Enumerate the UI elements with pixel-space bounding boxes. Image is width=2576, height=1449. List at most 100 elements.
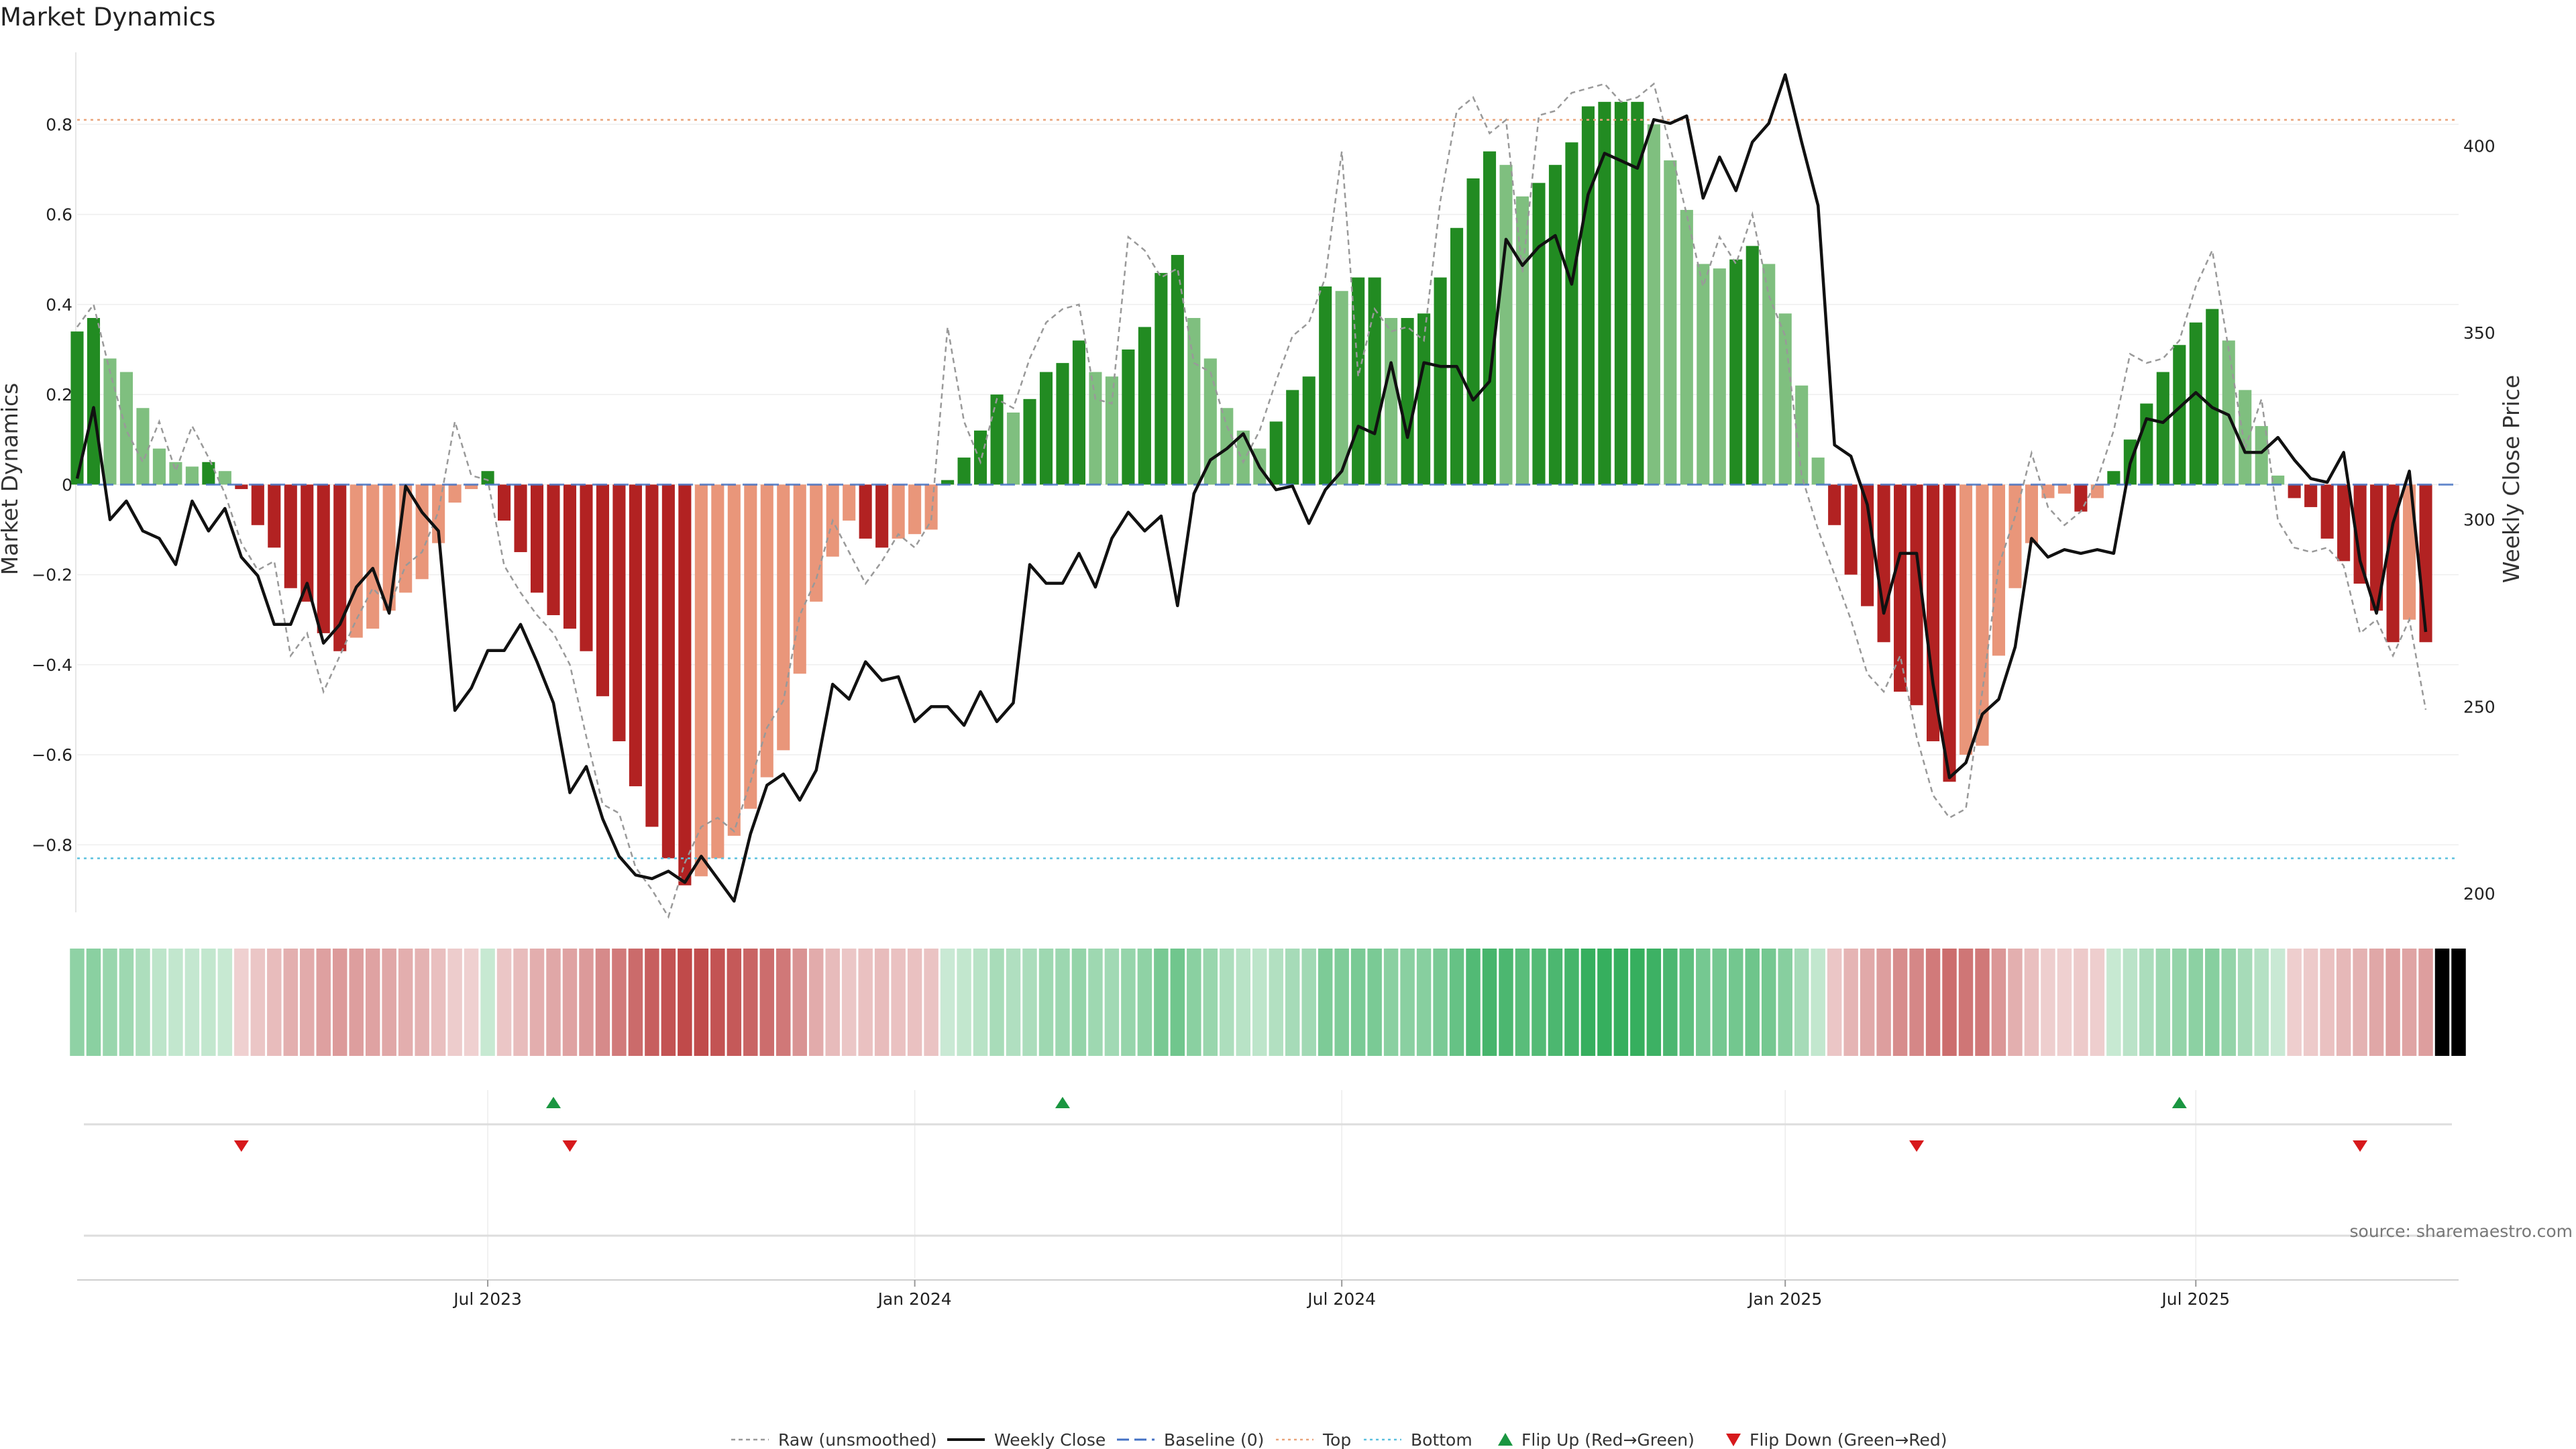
heat-cell <box>1925 949 1941 1056</box>
heat-cell <box>431 949 446 1056</box>
heat-cell <box>1006 949 1021 1056</box>
dynamics-bar <box>1598 101 1611 485</box>
heat-cell <box>103 949 117 1056</box>
heat-strip <box>70 949 2466 1056</box>
heat-cell <box>1400 949 1415 1056</box>
dynamics-bar <box>2353 484 2367 584</box>
dynamics-bar <box>1795 385 1809 485</box>
y-tick-label: −0.2 <box>32 566 72 585</box>
dynamics-bar <box>1680 209 1693 485</box>
heat-cell <box>710 949 725 1056</box>
dynamics-bar <box>1565 142 1578 485</box>
dynamics-bar <box>1877 484 1890 643</box>
heat-cell <box>2369 949 2384 1056</box>
heat-cell <box>924 949 938 1056</box>
legend-baseline-label: Baseline (0) <box>1164 1430 1264 1449</box>
heat-cell <box>119 949 134 1056</box>
y2-tick-label: 250 <box>2463 697 2496 716</box>
dynamics-bar <box>2074 484 2088 512</box>
legend-bottom-label: Bottom <box>1411 1430 1472 1449</box>
dynamics-bar <box>1401 318 1414 485</box>
flip-down-marker <box>562 1140 578 1152</box>
heat-cell <box>1170 949 1185 1056</box>
dynamics-bar <box>563 484 577 629</box>
heat-cell <box>1778 949 1792 1056</box>
heat-cell <box>1696 949 1711 1056</box>
dynamics-bar <box>661 484 675 859</box>
heat-cell <box>874 949 890 1056</box>
heat-cell <box>267 949 282 1056</box>
y-tick-label: 0 <box>62 475 72 494</box>
dynamics-bar <box>284 484 297 588</box>
dynamics-bar <box>136 408 150 485</box>
heat-cell <box>184 949 200 1056</box>
dynamics-bar <box>1450 227 1464 485</box>
dynamics-bar <box>645 484 659 827</box>
dynamics-bar <box>793 484 806 674</box>
dynamics-bar <box>465 484 478 490</box>
legend-baseline: Baseline (0) <box>1117 1430 1264 1449</box>
y2-axis-label: Weekly Close Price <box>2498 375 2524 584</box>
heat-cell <box>415 949 429 1056</box>
dynamics-bar <box>1976 484 1989 746</box>
dynamics-bar <box>366 484 380 629</box>
legend-flip-up: Flip Up (Red→Green) <box>1498 1430 1695 1449</box>
heat-cell <box>694 949 709 1056</box>
heat-cell <box>2074 949 2088 1056</box>
legend-flip-up-label: Flip Up (Red→Green) <box>1521 1430 1695 1449</box>
grid <box>75 52 2459 1278</box>
x-axis: Jul 2023 Jan 2024 Jul 2024 Jan 2025 Jul 2025 <box>77 1279 2459 1309</box>
heat-cell <box>513 949 528 1056</box>
dynamics-bar <box>2090 484 2104 498</box>
dynamics-bar <box>1614 101 1627 485</box>
dynamics-bar <box>1039 372 1053 485</box>
heat-cell <box>612 949 627 1056</box>
dynamics-bar <box>1236 430 1250 485</box>
heat-cell <box>2172 949 2187 1056</box>
heat-cell <box>1334 949 1349 1056</box>
dynamics-bar <box>268 484 281 548</box>
heat-cell <box>349 949 364 1056</box>
dynamics-bar <box>218 471 231 485</box>
dynamics-bar <box>1729 259 1743 485</box>
dynamics-bar <box>1844 484 1858 575</box>
flip-up-marker <box>1055 1097 1070 1108</box>
dynamics-bar <box>990 394 1004 485</box>
dynamics-bar <box>694 484 708 877</box>
reference-lines <box>77 119 2459 859</box>
heat-cell <box>989 949 1004 1056</box>
heat-cell <box>1022 949 1037 1056</box>
series-lines <box>75 73 2428 919</box>
heat-cell <box>2205 949 2220 1056</box>
dynamics-bar <box>1187 318 1201 485</box>
dynamics-bar <box>185 466 199 485</box>
dynamics-bar <box>2140 403 2153 485</box>
dynamics-bar <box>1811 458 1825 485</box>
heat-cell <box>973 949 988 1056</box>
heat-cell <box>727 949 742 1056</box>
dynamics-bar <box>415 484 429 580</box>
heat-cell <box>1613 949 1629 1056</box>
dynamics-bar <box>843 484 856 521</box>
dynamics-bar <box>810 484 823 602</box>
dynamics-bar <box>1056 363 1069 485</box>
dynamics-bar <box>2025 484 2038 543</box>
heat-cell <box>661 949 676 1056</box>
legend-bottom: Bottom <box>1364 1430 1472 1449</box>
dynamics-bar <box>235 484 248 490</box>
legend-weekly-close-label: Weekly Close <box>994 1430 1106 1449</box>
dynamics-bar <box>1417 313 1431 485</box>
dynamics-bar <box>2189 322 2202 485</box>
dynamics-bar <box>1319 286 1332 485</box>
y-axis-label: Market Dynamics <box>0 383 23 576</box>
dynamics-bar <box>1385 318 1398 485</box>
chart-title: Market Dynamics <box>0 3 215 32</box>
heat-cell <box>2155 949 2171 1056</box>
dynamics-bar <box>1335 290 1348 485</box>
heat-cell <box>678 949 692 1056</box>
heat-cell <box>825 949 840 1056</box>
dynamics-bar <box>1664 160 1677 485</box>
heat-cell <box>2254 949 2269 1056</box>
flip-markers <box>84 1097 2452 1237</box>
dynamics-bar <box>2239 390 2252 485</box>
